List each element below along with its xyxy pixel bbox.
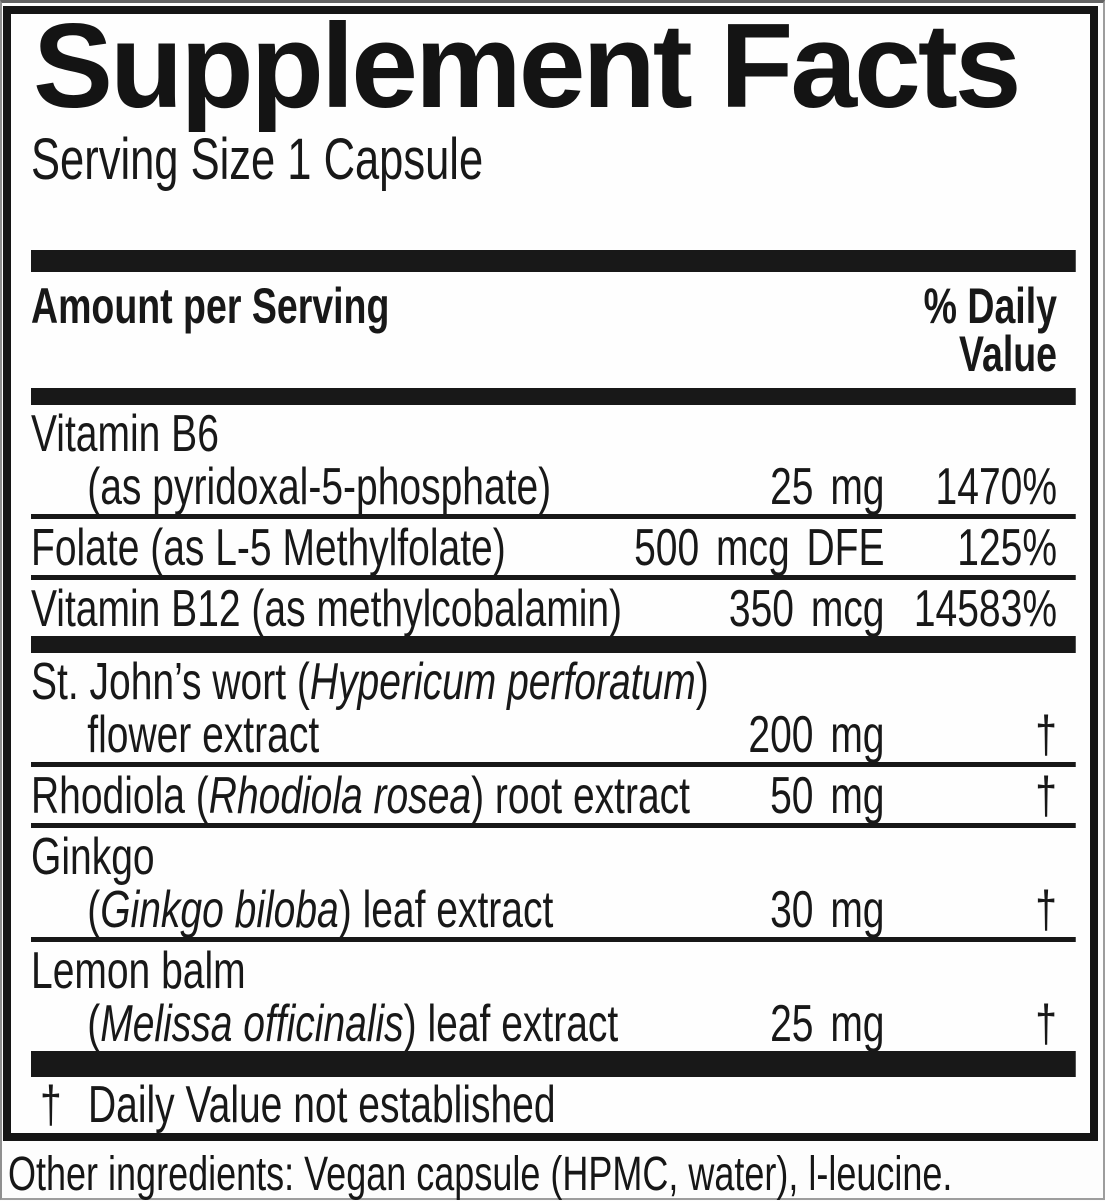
nutrient-name: Vitamin B12 (as methylcobalamin) (31, 583, 630, 636)
nutrient-amount: 200 mg (748, 706, 885, 764)
name-segment: ) root extract (471, 767, 691, 825)
other-ingredients: Other ingredients: Vegan capsule (HPMC, … (8, 1148, 953, 1201)
table-header-row: Amount per Serving % Daily Value (31, 272, 1076, 388)
nutrient-amount: 25 mg (770, 458, 885, 516)
nutrient-daily-value: 125% (957, 519, 1057, 577)
nutrient-daily-value: 14583% (913, 580, 1057, 638)
name-segment: Lemon balm (31, 942, 246, 1000)
botanical-name: Ginkgo biloba (100, 881, 339, 939)
nutrient-daily-value-dagger: † (1035, 995, 1057, 1053)
nutrient-daily-value: 1470% (935, 458, 1057, 516)
daily-value-header: % Daily Value (923, 278, 1076, 382)
nutrient-amount: 50 mg (770, 767, 885, 825)
botanical-name: Hypericum perforatum (309, 653, 696, 711)
name-segment: (as pyridoxal-5-phosphate) (87, 458, 552, 516)
amount-per-serving-header: Amount per Serving (31, 278, 390, 334)
supplement-facts-panel (3, 6, 1098, 1141)
nutrient-row-vitamin-b12: Vitamin B12 (as methylcobalamin) 350 mcg… (31, 580, 1076, 636)
name-segment: flower extract (87, 706, 320, 764)
name-segment: Folate (as L-5 Methylfolate) (31, 519, 506, 577)
nutrient-name: Rhodiola (Rhodiola rosea) root extract (31, 767, 690, 825)
name-segment: St. John’s wort ( (31, 653, 310, 711)
nutrient-daily-value-dagger: † (1035, 706, 1057, 764)
nutrient-name-line1: Ginkgo (31, 831, 630, 884)
nutrient-amount: 30 mg (770, 881, 885, 939)
nutrient-name-line1: Rhodiola (Rhodiola rosea) root extract (31, 767, 690, 825)
panel-title: Supplement Facts (33, 0, 1022, 133)
nutrient-name: Vitamin B6 (as pyridoxal-5-phosphate) (31, 408, 630, 514)
separator-bar-bottom (31, 1051, 1076, 1077)
name-segment: Rhodiola ( (31, 767, 209, 825)
daily-value-footnote: † Daily Value not established (31, 1077, 1076, 1132)
dagger-symbol: † (40, 1076, 62, 1134)
nutrient-name-line1: Vitamin B12 (as methylcobalamin) (31, 583, 630, 636)
nutrient-name: Ginkgo (Ginkgo biloba) leaf extract (31, 831, 630, 937)
botanical-name: Melissa officinalis (100, 995, 404, 1053)
name-segment: Vitamin B6 (31, 405, 219, 463)
name-segment: ) leaf extract (338, 881, 554, 939)
nutrient-row-folate: Folate (as L-5 Methylfolate) 500 mcg DFE… (31, 519, 1076, 580)
nutrient-row-vitamin-b6: Vitamin B6 (as pyridoxal-5-phosphate) 25… (31, 405, 1076, 519)
footnote-text: Daily Value not established (88, 1076, 556, 1134)
panel-content: Serving Size 1 Capsule Amount per Servin… (31, 14, 1076, 1132)
nutrient-daily-value-dagger: † (1035, 881, 1057, 939)
nutrient-name: Folate (as L-5 Methylfolate) (31, 522, 630, 575)
nutrient-name-line2: (as pyridoxal-5-phosphate) (31, 461, 630, 514)
nutrient-amount: 350 mcg (728, 580, 885, 638)
nutrient-amount: 25 mg (770, 995, 885, 1053)
nutrient-name-line2: (Ginkgo biloba) leaf extract (31, 884, 630, 937)
nutrient-name-line1: Folate (as L-5 Methylfolate) (31, 522, 630, 575)
nutrient-name-line2: (Melissa officinalis) leaf extract (31, 998, 630, 1051)
nutrient-name: St. John’s wort (Hypericum perforatum) f… (31, 653, 709, 762)
name-segment: ) leaf extract (403, 995, 619, 1053)
separator-bar-top (31, 250, 1076, 272)
nutrient-amount: 500 mcg DFE (634, 519, 885, 577)
nutrient-daily-value-dagger: † (1035, 767, 1057, 825)
separator-bar-header (31, 388, 1076, 405)
name-segment: ) (695, 653, 709, 711)
nutrient-name-line1: Vitamin B6 (31, 408, 630, 461)
separator-bar-mid (31, 636, 1076, 653)
name-segment: ( (87, 881, 101, 939)
nutrient-name: Lemon balm (Melissa officinalis) leaf ex… (31, 945, 630, 1051)
nutrient-row-lemon-balm: Lemon balm (Melissa officinalis) leaf ex… (31, 942, 1076, 1051)
nutrient-row-ginkgo: Ginkgo (Ginkgo biloba) leaf extract 30 m… (31, 828, 1076, 942)
daily-value-header-line1: % Daily (923, 278, 1057, 334)
nutrient-name-line2: flower extract (31, 709, 630, 762)
name-segment: Vitamin B12 (as methylcobalamin) (31, 580, 623, 638)
daily-value-header-line2: Value (959, 326, 1057, 382)
nutrient-row-rhodiola: Rhodiola (Rhodiola rosea) root extract 5… (31, 767, 1076, 828)
name-segment: ( (87, 995, 101, 1053)
name-segment: Ginkgo (31, 828, 155, 886)
nutrient-name-line1: St. John’s wort (Hypericum perforatum) (31, 653, 709, 711)
nutrient-row-st-johns-wort: St. John’s wort (Hypericum perforatum) f… (31, 653, 1076, 767)
botanical-name: Rhodiola rosea (208, 767, 472, 825)
serving-size: Serving Size 1 Capsule (31, 127, 484, 192)
nutrient-name-line1: Lemon balm (31, 945, 630, 998)
